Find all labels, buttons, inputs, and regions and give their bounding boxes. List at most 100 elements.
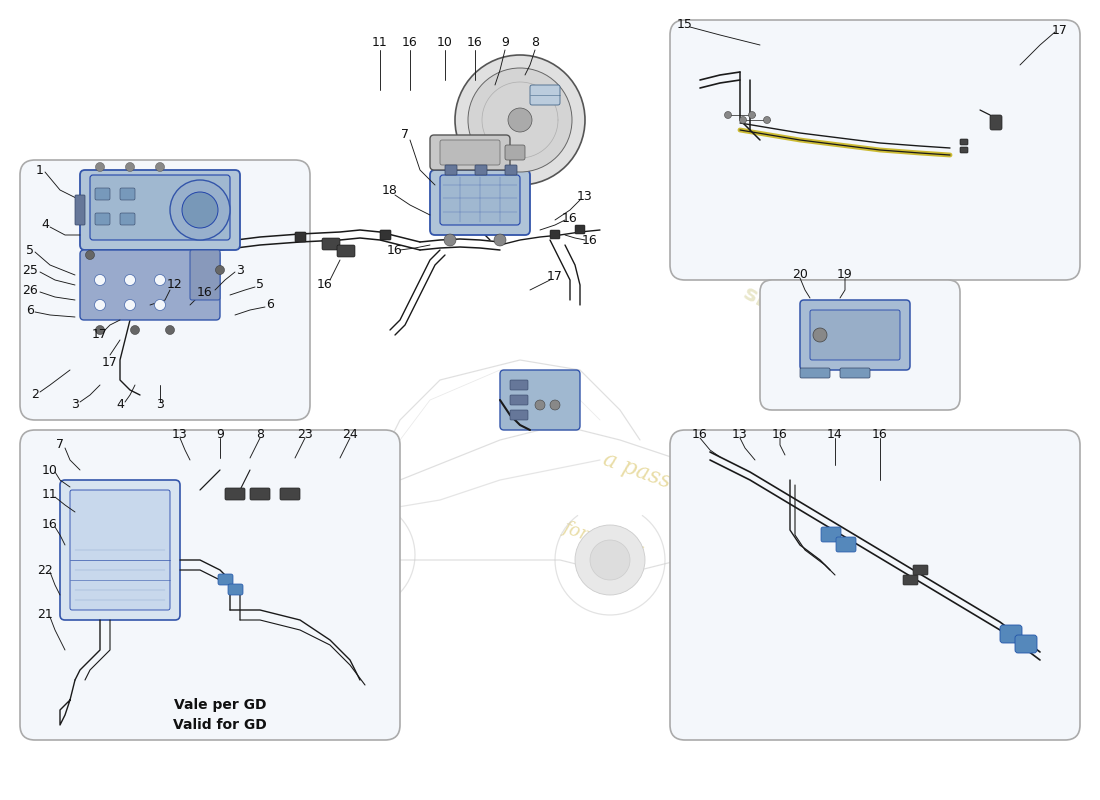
Text: since 1985: since 1985 <box>740 283 868 364</box>
Text: 16: 16 <box>562 211 578 225</box>
Text: 9: 9 <box>502 35 509 49</box>
Text: 13: 13 <box>578 190 593 203</box>
Circle shape <box>155 162 165 171</box>
FancyBboxPatch shape <box>960 147 968 153</box>
Text: 22: 22 <box>37 563 53 577</box>
Text: Valid for GD: Valid for GD <box>173 718 267 732</box>
FancyBboxPatch shape <box>500 370 580 430</box>
Text: 16: 16 <box>197 286 213 298</box>
Circle shape <box>324 520 395 590</box>
FancyBboxPatch shape <box>475 165 487 175</box>
FancyBboxPatch shape <box>1015 635 1037 653</box>
FancyBboxPatch shape <box>990 115 1002 130</box>
Text: 14: 14 <box>827 429 843 442</box>
Text: 4: 4 <box>41 218 48 231</box>
Circle shape <box>535 400 544 410</box>
FancyBboxPatch shape <box>510 380 528 390</box>
FancyBboxPatch shape <box>760 280 960 410</box>
FancyBboxPatch shape <box>120 213 135 225</box>
FancyBboxPatch shape <box>228 584 243 595</box>
Circle shape <box>494 234 506 246</box>
FancyBboxPatch shape <box>810 310 900 360</box>
FancyBboxPatch shape <box>440 175 520 225</box>
Text: 18: 18 <box>382 183 398 197</box>
FancyBboxPatch shape <box>20 430 400 740</box>
Circle shape <box>340 535 379 575</box>
FancyBboxPatch shape <box>95 213 110 225</box>
Circle shape <box>813 328 827 342</box>
FancyBboxPatch shape <box>840 368 870 378</box>
Text: 26: 26 <box>22 283 37 297</box>
Text: for detail: for detail <box>560 518 645 564</box>
FancyBboxPatch shape <box>214 237 225 247</box>
FancyBboxPatch shape <box>280 488 300 500</box>
FancyBboxPatch shape <box>90 175 230 240</box>
FancyBboxPatch shape <box>670 430 1080 740</box>
Text: 6: 6 <box>26 303 34 317</box>
FancyBboxPatch shape <box>446 165 456 175</box>
Text: 15: 15 <box>678 18 693 31</box>
FancyBboxPatch shape <box>670 20 1080 280</box>
Circle shape <box>590 540 630 580</box>
FancyBboxPatch shape <box>379 230 390 240</box>
Text: 8: 8 <box>256 429 264 442</box>
Text: 9: 9 <box>216 429 224 442</box>
Text: 6: 6 <box>266 298 274 311</box>
Text: 17: 17 <box>547 270 563 283</box>
Circle shape <box>95 299 106 310</box>
FancyBboxPatch shape <box>510 395 528 405</box>
FancyBboxPatch shape <box>440 140 500 165</box>
Circle shape <box>444 234 456 246</box>
FancyBboxPatch shape <box>821 527 842 542</box>
Circle shape <box>125 162 134 171</box>
Circle shape <box>124 299 135 310</box>
Text: 13: 13 <box>172 429 188 442</box>
FancyBboxPatch shape <box>250 488 270 500</box>
Text: Vale per GD: Vale per GD <box>174 698 266 712</box>
Text: 25: 25 <box>22 263 37 277</box>
Text: 16: 16 <box>872 429 888 442</box>
Circle shape <box>725 111 732 118</box>
Text: eurospares: eurospares <box>680 112 893 247</box>
FancyBboxPatch shape <box>80 250 220 320</box>
Circle shape <box>182 192 218 228</box>
FancyBboxPatch shape <box>218 574 233 585</box>
FancyBboxPatch shape <box>530 85 560 105</box>
Text: 11: 11 <box>42 489 58 502</box>
FancyBboxPatch shape <box>75 195 85 225</box>
Circle shape <box>86 250 95 259</box>
Text: 20: 20 <box>792 269 807 282</box>
Circle shape <box>131 326 140 334</box>
FancyBboxPatch shape <box>903 575 918 585</box>
Text: 4: 4 <box>117 398 124 411</box>
Text: 21: 21 <box>37 609 53 622</box>
Circle shape <box>550 400 560 410</box>
FancyBboxPatch shape <box>550 230 560 239</box>
Text: 5: 5 <box>26 243 34 257</box>
Text: 7: 7 <box>402 129 409 142</box>
FancyBboxPatch shape <box>80 170 240 250</box>
Circle shape <box>154 274 165 286</box>
Circle shape <box>170 180 230 240</box>
Circle shape <box>748 111 756 118</box>
FancyBboxPatch shape <box>60 480 180 620</box>
Text: 10: 10 <box>437 35 453 49</box>
Circle shape <box>165 326 175 334</box>
Text: 17: 17 <box>102 355 118 369</box>
Text: 2: 2 <box>31 389 38 402</box>
Circle shape <box>154 299 165 310</box>
Text: 10: 10 <box>42 463 58 477</box>
FancyBboxPatch shape <box>960 139 968 145</box>
Circle shape <box>575 525 645 595</box>
Text: a passion: a passion <box>600 448 706 505</box>
FancyBboxPatch shape <box>190 250 220 300</box>
Text: 24: 24 <box>342 429 358 442</box>
Text: 16: 16 <box>468 35 483 49</box>
Text: 3: 3 <box>236 263 244 277</box>
FancyBboxPatch shape <box>70 490 170 610</box>
Text: 17: 17 <box>1052 23 1068 37</box>
Text: 16: 16 <box>42 518 58 531</box>
Text: 1: 1 <box>36 163 44 177</box>
Text: 8: 8 <box>531 35 539 49</box>
FancyBboxPatch shape <box>510 410 528 420</box>
